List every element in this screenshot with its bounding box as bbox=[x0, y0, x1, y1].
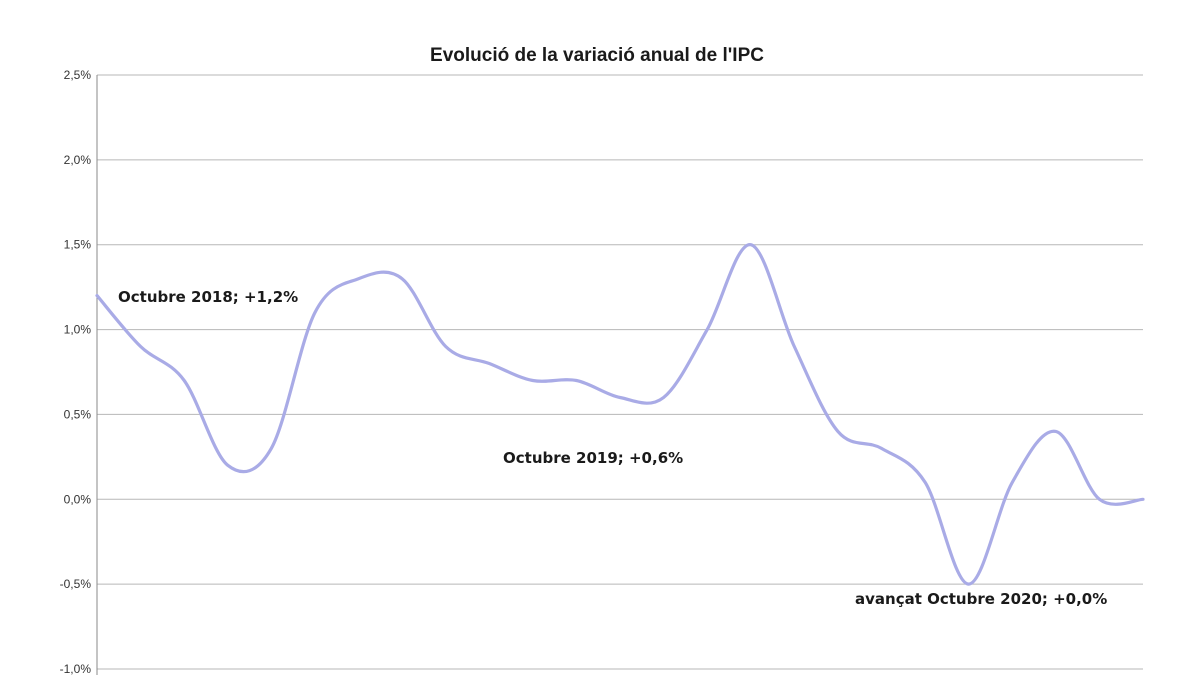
y-tick-label: 2,0% bbox=[64, 153, 92, 167]
y-tick-label: 1,5% bbox=[64, 238, 92, 252]
y-tick-label: 1,0% bbox=[64, 323, 92, 337]
annotation-october-2018: Octubre 2018; +1,2% bbox=[118, 288, 298, 306]
y-tick-label: 0,0% bbox=[64, 492, 92, 506]
y-axis-tick-labels: 2,5% 2,0% 1,5% 1,0% 0,5% 0,0% -0,5% -1,0% bbox=[60, 68, 92, 675]
y-tick-label: -0,5% bbox=[60, 577, 92, 591]
series-lines bbox=[95, 243, 1145, 586]
annotation-october-2019: Octubre 2019; +0,6% bbox=[503, 449, 683, 467]
ipc-series-line bbox=[95, 243, 1145, 586]
y-tick-label: 2,5% bbox=[64, 68, 92, 82]
gridlines bbox=[97, 74, 1143, 670]
chart-title: Evolució de la variació anual de l'IPC bbox=[430, 45, 764, 66]
y-tick-label: -1,0% bbox=[60, 662, 92, 675]
annotation-october-2020: avançat Octubre 2020; +0,0% bbox=[855, 590, 1107, 608]
y-tick-label: 0,5% bbox=[64, 407, 92, 421]
